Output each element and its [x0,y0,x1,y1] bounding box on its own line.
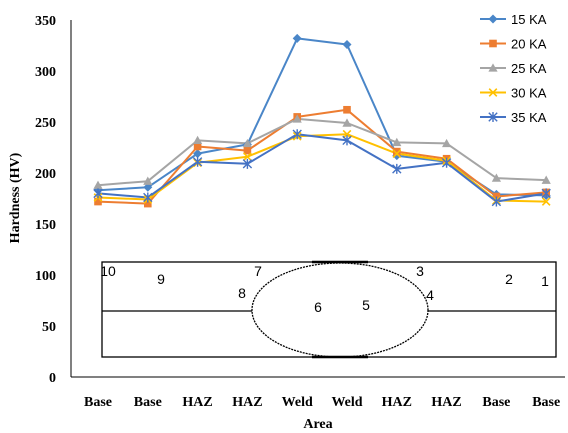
sketch-region-label: 6 [314,299,322,315]
data-point [192,156,203,167]
legend-marker [488,112,498,122]
data-point [441,157,452,168]
data-point [94,197,102,206]
y-tick-label: 100 [35,269,56,284]
data-point [144,199,152,208]
sketch-region-label: 5 [362,297,370,313]
x-tick-label: Base [532,395,560,410]
x-tick-label: HAZ [382,395,412,410]
series-line-30-ka [97,133,547,203]
legend-marker [488,88,498,97]
data-point [342,135,352,146]
x-tick-label: Base [482,395,510,410]
series-line-25-ka [97,117,547,187]
legend-marker [488,63,498,72]
sketch-region-label: 2 [505,271,513,287]
data-point [143,192,153,203]
data-point [93,188,103,199]
legend-label: 30 KA [511,86,547,101]
y-tick-label: 200 [35,167,56,182]
data-point [541,197,551,206]
sketch-region-label: 4 [426,287,434,303]
sketch-region-label: 1 [541,273,549,289]
series-line-20-ka [97,108,547,205]
sketch-region-label: 3 [416,263,424,279]
x-tick-label: HAZ [182,395,212,410]
axes [70,20,565,378]
data-point [343,105,351,114]
data-point [143,182,153,192]
series-markers [93,33,551,208]
x-tick-label: HAZ [232,395,262,410]
sketch-region-label: 10 [100,263,116,279]
legend-label: 35 KA [511,110,547,125]
x-tick-label: Base [134,395,162,410]
data-point [392,149,402,158]
x-tick-label: Base [84,395,112,410]
data-point [392,137,402,147]
data-point [392,163,402,174]
data-point [243,152,252,162]
x-tick-label: HAZ [431,395,461,410]
legend-label: 20 KA [511,37,547,52]
data-point [492,192,501,201]
data-point [491,196,502,207]
data-point [242,138,252,148]
data-point [292,129,302,140]
data-point [193,149,203,159]
y-tick-label: 0 [49,371,56,386]
data-point [342,129,352,139]
data-point [93,180,103,189]
y-axis-title: Hardness (HV) [8,152,23,243]
data-point [541,175,551,184]
legend-label: 25 KA [511,61,547,76]
y-tick-label: 150 [35,218,56,233]
data-point [292,33,302,43]
x-tick-labels: Base Base HAZ HAZ Weld Weld HAZ HAZ Base Base [84,395,560,410]
data-point [242,158,253,169]
data-point [491,173,501,182]
legend-marker [489,39,497,48]
legend: 15 KA 20 KA 25 KA 30 KA 35 KA [480,12,547,125]
data-point [342,118,352,127]
y-tick-label: 300 [35,65,56,80]
sketch-region-label: 8 [238,285,246,301]
y-tick-label: 50 [42,320,56,335]
y-tick-labels: 0 50 100 150 200 250 300 350 [35,14,56,386]
legend-label: 15 KA [511,12,547,27]
x-axis-title: Area [303,417,332,432]
series-line-35-ka [97,133,547,203]
x-tick-label: Weld [331,395,362,410]
series-lines [97,37,547,205]
data-point [193,142,202,151]
weld-sketch: 10 9 78 6 5 34 2 1 [100,260,557,359]
y-tick-label: 250 [35,116,56,131]
data-point [292,114,302,123]
legend-marker [488,14,498,24]
data-point [541,188,551,199]
data-point [442,138,452,148]
data-point [342,39,352,49]
y-tick-label: 350 [35,14,56,29]
data-point [143,176,153,185]
data-point [193,135,203,145]
sketch-region-label: 7 [254,263,262,279]
x-tick-label: Weld [282,395,313,410]
sketch-labels: 10 9 78 6 5 34 2 1 [100,263,549,315]
series-line-15-ka [97,37,547,197]
sketch-region-label: 9 [157,271,165,287]
weld-nugget [251,262,429,358]
data-point [393,147,401,156]
data-point [243,146,252,155]
